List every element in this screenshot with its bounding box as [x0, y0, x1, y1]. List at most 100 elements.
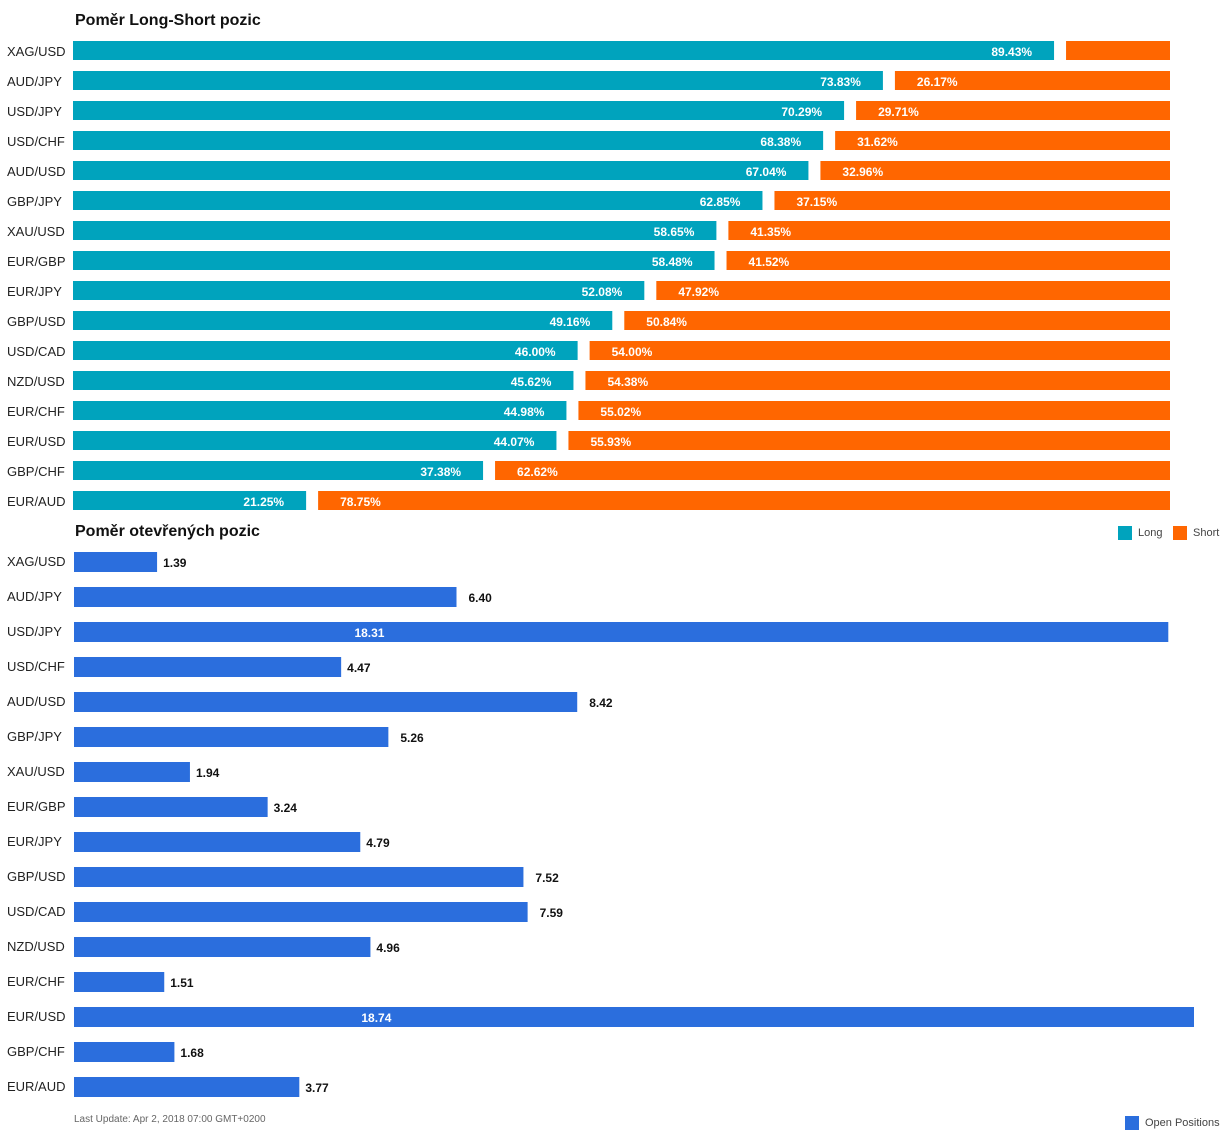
- open-bar-usd-chf: [74, 657, 342, 677]
- long-value-aud-usd: 67.04%: [746, 165, 787, 179]
- long-value-usd-chf: 68.38%: [760, 135, 801, 149]
- short-value-eur-chf: 55.02%: [600, 405, 641, 419]
- open-value-aud-usd: 8.42: [589, 696, 613, 710]
- short-bar-eur-chf: [578, 401, 1170, 420]
- open-value-eur-usd: 18.74: [361, 1011, 391, 1025]
- legend-short: Short: [1173, 526, 1219, 540]
- long-value-aud-jpy: 73.83%: [820, 75, 861, 89]
- open-bar-gbp-jpy: [74, 727, 389, 747]
- short-value-nzd-usd: 54.38%: [607, 375, 648, 389]
- long-bar-usd-chf: [73, 131, 824, 150]
- open-value-usd-chf: 4.47: [347, 661, 371, 675]
- long-value-eur-aud: 21.25%: [243, 495, 284, 509]
- short-bar-aud-usd: [820, 161, 1170, 180]
- open-bar-usd-cad: [74, 902, 528, 922]
- open-category-label-xau-usd: XAU/USD: [7, 764, 65, 779]
- last-update-text: Last Update: Apr 2, 2018 07:00 GMT+0200: [74, 1114, 266, 1125]
- short-bar-usd-chf: [835, 131, 1170, 150]
- open-bar-eur-usd: [74, 1007, 1194, 1027]
- long-bar-eur-jpy: [73, 281, 645, 300]
- short-bar-gbp-usd: [624, 311, 1170, 330]
- open-value-eur-jpy: 4.79: [366, 836, 390, 850]
- legend-open-positions: Open Positions: [1125, 1116, 1220, 1130]
- short-bar-eur-gbp: [726, 251, 1170, 270]
- short-value-usd-cad: 54.00%: [612, 345, 653, 359]
- legend-short-label: Short: [1193, 527, 1220, 539]
- short-bar-usd-cad: [589, 341, 1170, 360]
- short-bar-gbp-jpy: [774, 191, 1170, 210]
- open-category-label-aud-jpy: AUD/JPY: [7, 589, 62, 604]
- long-short-chart-title: Poměr Long-Short pozic: [75, 12, 261, 29]
- long-bar-aud-usd: [73, 161, 809, 180]
- category-label-usd-chf: USD/CHF: [7, 134, 65, 149]
- long-bar-gbp-usd: [73, 311, 613, 330]
- long-bar-xag-usd: [73, 41, 1055, 60]
- open-bar-gbp-chf: [74, 1042, 175, 1062]
- long-value-xag-usd: 89.43%: [991, 45, 1032, 59]
- long-bar-eur-gbp: [73, 251, 715, 270]
- open-value-gbp-chf: 1.68: [180, 1046, 204, 1060]
- open-value-nzd-usd: 4.96: [376, 941, 400, 955]
- short-value-gbp-jpy: 37.15%: [796, 195, 837, 209]
- open-category-label-eur-aud: EUR/AUD: [7, 1079, 66, 1094]
- short-bar-eur-usd: [568, 431, 1170, 450]
- open-bar-eur-gbp: [74, 797, 268, 817]
- open-value-xau-usd: 1.94: [196, 766, 220, 780]
- open-positions-chart-title: Poměr otevřených pozic: [75, 523, 260, 540]
- short-bar-xag-usd: [1066, 41, 1170, 60]
- short-value-aud-usd: 32.96%: [842, 165, 883, 179]
- open-value-eur-aud: 3.77: [305, 1081, 329, 1095]
- legend-short-swatch: [1173, 526, 1187, 540]
- open-category-label-gbp-jpy: GBP/JPY: [7, 729, 62, 744]
- open-value-xag-usd: 1.39: [163, 556, 187, 570]
- category-label-aud-jpy: AUD/JPY: [7, 74, 62, 89]
- open-value-gbp-usd: 7.52: [535, 871, 559, 885]
- long-bar-gbp-chf: [73, 461, 484, 480]
- short-value-eur-usd: 55.93%: [590, 435, 631, 449]
- open-value-usd-cad: 7.59: [540, 906, 564, 920]
- short-bar-nzd-usd: [585, 371, 1170, 390]
- open-bar-xau-usd: [74, 762, 190, 782]
- open-category-label-usd-chf: USD/CHF: [7, 659, 65, 674]
- open-category-label-eur-jpy: EUR/JPY: [7, 834, 62, 849]
- open-value-usd-jpy: 18.31: [354, 626, 384, 640]
- long-bar-eur-aud: [73, 491, 307, 510]
- long-bar-gbp-jpy: [73, 191, 763, 210]
- long-bar-eur-chf: [73, 401, 567, 420]
- short-bar-xau-usd: [728, 221, 1170, 240]
- category-label-eur-jpy: EUR/JPY: [7, 284, 62, 299]
- category-label-gbp-chf: GBP/CHF: [7, 464, 65, 479]
- short-value-gbp-usd: 50.84%: [646, 315, 687, 329]
- legend-long-label: Long: [1138, 527, 1163, 539]
- long-bar-aud-jpy: [73, 71, 883, 90]
- open-category-label-eur-usd: EUR/USD: [7, 1009, 66, 1024]
- category-label-eur-gbp: EUR/GBP: [7, 254, 66, 269]
- open-value-eur-gbp: 3.24: [274, 801, 298, 815]
- short-value-eur-jpy: 47.92%: [678, 285, 719, 299]
- open-bar-aud-usd: [74, 692, 578, 712]
- long-value-gbp-chf: 37.38%: [420, 465, 461, 479]
- long-value-nzd-usd: 45.62%: [511, 375, 552, 389]
- open-category-label-nzd-usd: NZD/USD: [7, 939, 65, 954]
- open-category-label-gbp-usd: GBP/USD: [7, 869, 66, 884]
- short-value-eur-aud: 78.75%: [340, 495, 381, 509]
- long-value-eur-gbp: 58.48%: [652, 255, 693, 269]
- long-bar-usd-cad: [73, 341, 578, 360]
- legend-long-swatch: [1118, 526, 1132, 540]
- category-label-xag-usd: XAG/USD: [7, 44, 66, 59]
- category-label-usd-jpy: USD/JPY: [7, 104, 62, 119]
- long-value-xau-usd: 58.65%: [654, 225, 695, 239]
- long-value-eur-chf: 44.98%: [504, 405, 545, 419]
- open-value-aud-jpy: 6.40: [468, 591, 492, 605]
- category-label-usd-cad: USD/CAD: [7, 344, 66, 359]
- short-bar-eur-jpy: [656, 281, 1170, 300]
- long-value-usd-cad: 46.00%: [515, 345, 556, 359]
- short-bar-gbp-chf: [495, 461, 1170, 480]
- short-value-gbp-chf: 62.62%: [517, 465, 558, 479]
- short-bar-usd-jpy: [856, 101, 1170, 120]
- open-bar-usd-jpy: [74, 622, 1169, 642]
- category-label-xau-usd: XAU/USD: [7, 224, 65, 239]
- short-value-usd-chf: 31.62%: [857, 135, 898, 149]
- long-value-gbp-usd: 49.16%: [550, 315, 591, 329]
- open-positions-chart: XAG/USD 1.39 AUD/JPY 6.40 USD/JPY 18.31 USD/CH…: [7, 552, 1194, 1097]
